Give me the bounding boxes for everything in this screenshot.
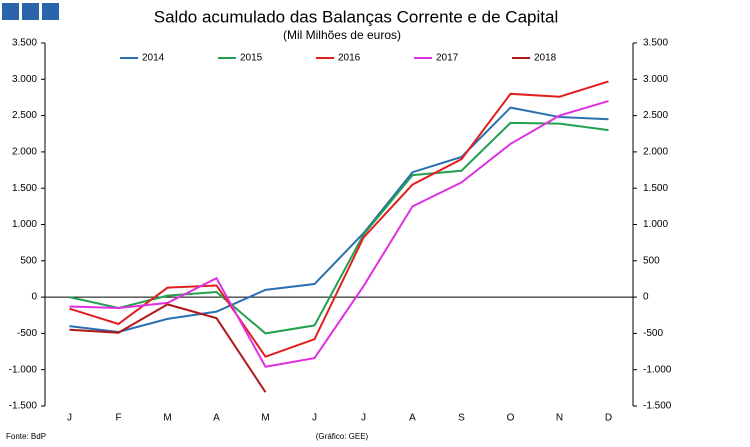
y2-tick-label: 1.500 (643, 183, 668, 194)
chart-title: Saldo acumulado das Balanças Corrente e … (154, 7, 558, 26)
credit: (Gráfico: GEE) (316, 432, 369, 441)
y-tick-label: 3.000 (12, 74, 37, 85)
series-line (69, 121, 609, 335)
legend-label: 2017 (436, 53, 459, 64)
legend-label: 2018 (534, 53, 557, 64)
y-tick-label: 500 (20, 255, 37, 266)
y-tick-label: -500 (17, 328, 37, 339)
x-tick-label: A (409, 413, 416, 424)
y2-tick-label: 500 (643, 255, 660, 266)
series-line (69, 100, 609, 368)
series-line (69, 106, 609, 333)
y2-tick-label: -1.000 (643, 364, 672, 375)
y2-tick-label: 0 (643, 292, 649, 303)
x-tick-label: M (261, 413, 269, 424)
y-tick-label: 3.500 (12, 38, 37, 49)
y-tick-label: 0 (31, 292, 37, 303)
y2-tick-label: -500 (643, 328, 663, 339)
x-tick-label: F (115, 413, 121, 424)
y2-tick-label: 3.000 (643, 74, 668, 85)
chart-subtitle: (Mil Milhões de euros) (283, 28, 401, 42)
y-tick-label: -1.000 (9, 364, 38, 375)
x-tick-label: J (312, 413, 317, 424)
y-tick-label: 1.000 (12, 219, 37, 230)
legend-label: 2016 (338, 53, 361, 64)
x-tick-label: D (605, 413, 612, 424)
legend-label: 2015 (240, 53, 263, 64)
x-tick-label: A (213, 413, 220, 424)
logo-square (42, 3, 59, 20)
y2-tick-label: 3.500 (643, 38, 668, 49)
x-tick-label: N (556, 413, 563, 424)
source: Fonte: BdP (6, 432, 46, 441)
logo-square (2, 3, 19, 20)
y-tick-label: 1.500 (12, 183, 37, 194)
y2-tick-label: 1.000 (643, 219, 668, 230)
y-tick-label: 2.000 (12, 147, 37, 158)
logo-square (22, 3, 39, 20)
y2-tick-label: 2.000 (643, 147, 668, 158)
x-tick-label: O (507, 413, 515, 424)
y-tick-label: 2.500 (12, 110, 37, 121)
y-tick-label: -1.500 (9, 401, 38, 412)
series-line (69, 303, 267, 393)
series-line (69, 80, 609, 358)
y2-tick-label: -1.500 (643, 401, 672, 412)
x-tick-label: J (361, 413, 366, 424)
y2-tick-label: 2.500 (643, 110, 668, 121)
x-tick-label: S (458, 413, 465, 424)
legend-label: 2014 (142, 53, 165, 64)
x-tick-label: M (163, 413, 171, 424)
x-tick-label: J (67, 413, 72, 424)
